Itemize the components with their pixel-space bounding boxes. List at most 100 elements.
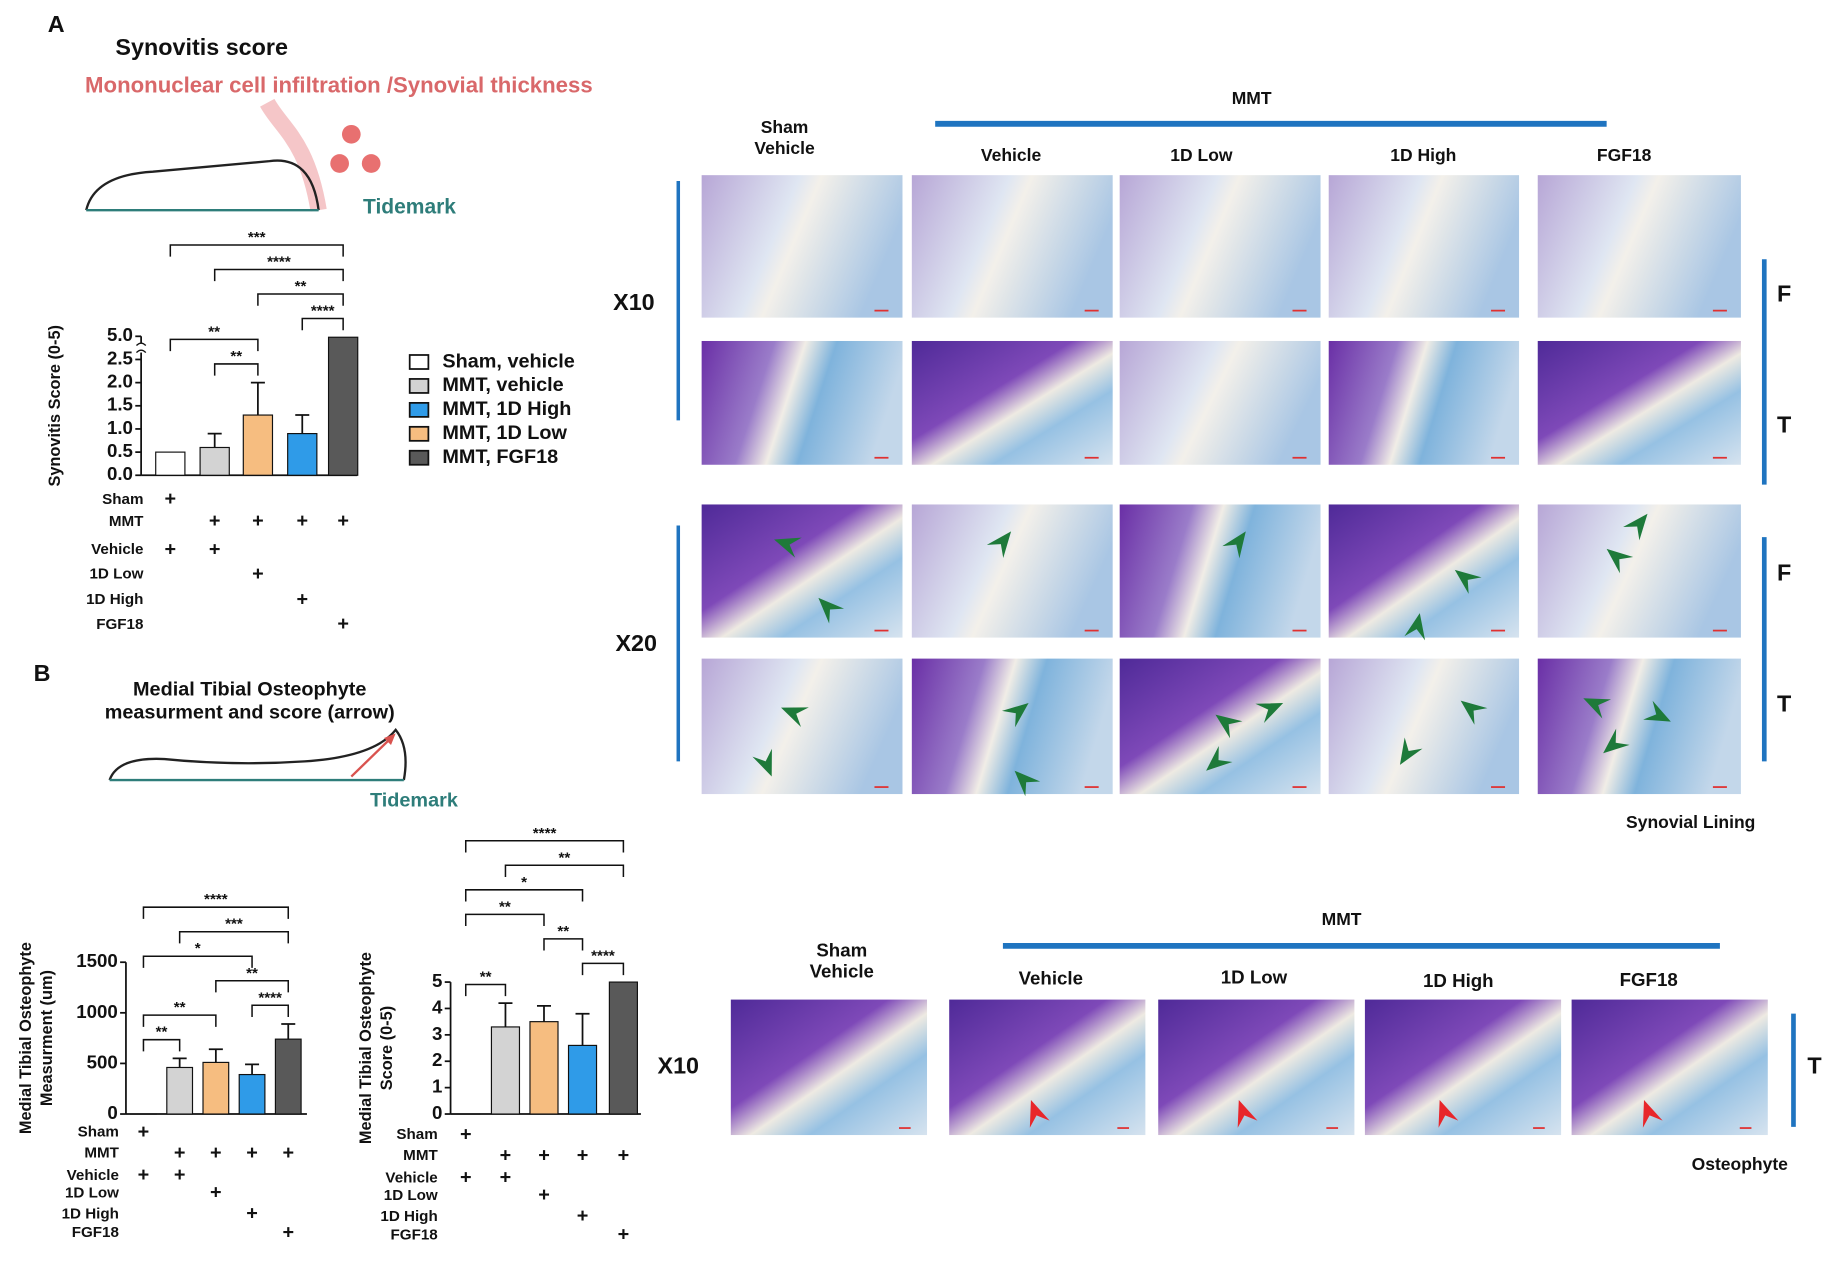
histology-image: [1364, 999, 1562, 1136]
condition-mark: +: [618, 1224, 630, 1246]
bar: [608, 981, 638, 1115]
panel-label: A: [48, 11, 65, 37]
condition-mark: +: [618, 1144, 630, 1166]
condition-label: FGF18: [96, 616, 143, 633]
significance-label: *: [195, 940, 201, 957]
condition-mark: +: [460, 1167, 472, 1189]
significance-label: ****: [267, 254, 291, 271]
column-label: Vehicle: [1019, 968, 1083, 989]
arrow-head: [1583, 698, 1612, 719]
arrow-head: [1255, 702, 1284, 724]
tidemark-label: Tidemark: [363, 195, 456, 218]
histology-image: [1537, 175, 1741, 318]
significance-label: **: [480, 969, 492, 986]
error-bar: [245, 1063, 260, 1075]
y-axis-label: Medial Tibial Osteophyte: [17, 942, 35, 1134]
panel-subtitle: Mononuclear cell infiltration /Synovial …: [85, 72, 593, 97]
error-bar: [281, 1023, 296, 1040]
bar: [274, 1038, 302, 1115]
bar: [166, 1066, 194, 1115]
axis-break: [135, 342, 147, 354]
histology-image: [701, 658, 903, 795]
significance-label: ***: [225, 916, 243, 933]
y-tick-label: 2.0: [107, 371, 133, 392]
condition-mark: +: [210, 1142, 222, 1164]
condition-label: Vehicle: [385, 1169, 437, 1186]
arrow-head: [1215, 714, 1243, 739]
histology-image: [1119, 175, 1321, 318]
arrow-head: [1606, 548, 1634, 574]
significance-bracket: [581, 962, 625, 976]
significance-label: ****: [258, 989, 282, 1006]
arrow-head: [1454, 569, 1482, 594]
bar: [490, 1026, 521, 1115]
y-tick-label: 2: [432, 1049, 442, 1070]
arrow-head: [986, 531, 1012, 558]
arrow-head: [752, 748, 772, 777]
column-label: FGF18: [1597, 145, 1652, 165]
histology-image: [1119, 340, 1321, 465]
condition-label: Sham: [102, 491, 143, 508]
histology-image: [1571, 999, 1768, 1136]
condition-mark: +: [165, 538, 177, 560]
arrow-head: [1438, 1100, 1459, 1128]
bar: [567, 1044, 598, 1115]
legend-swatch: [408, 401, 430, 418]
arrow: [350, 737, 392, 778]
significance-bracket: [169, 244, 344, 257]
significance-bracket: [464, 840, 625, 853]
column-label: 1D High: [1423, 970, 1494, 991]
histology-image: [1537, 658, 1741, 795]
column-label: Vehicle: [981, 145, 1042, 165]
caption: Osteophyte: [1692, 1154, 1789, 1174]
bar: [242, 414, 274, 476]
condition-mark: +: [337, 510, 349, 532]
y-tick-label: 1000: [76, 1001, 118, 1022]
arrow-head: [1603, 728, 1630, 754]
significance-bracket: [504, 864, 625, 877]
condition-mark: +: [500, 1144, 512, 1166]
significance-bracket: [142, 955, 253, 968]
bar: [529, 1021, 559, 1115]
y-tick-label: 5.0: [107, 324, 133, 345]
significance-label: ****: [533, 825, 557, 842]
row-label: T: [1807, 1052, 1822, 1078]
significance-bracket: [257, 293, 344, 306]
group-label: MMT: [1232, 88, 1272, 108]
condition-label: Sham: [78, 1124, 119, 1141]
significance-bracket: [464, 889, 584, 902]
histology-image: [1158, 999, 1355, 1136]
column-label: 1D Low: [1221, 967, 1288, 988]
error-bar: [575, 1012, 590, 1046]
column-label: FGF18: [1620, 969, 1678, 990]
condition-mark: +: [500, 1167, 512, 1189]
condition-mark: +: [538, 1144, 550, 1166]
y-axis-label: Score (0-5): [378, 1006, 396, 1090]
histology-image: [701, 340, 903, 465]
condition-mark: +: [246, 1142, 258, 1164]
y-tick-label: 0: [107, 1102, 117, 1123]
histology-image: [1328, 175, 1520, 318]
error-bar: [536, 1004, 551, 1022]
y-axis-label: Synovitis Score (0-5): [46, 325, 64, 487]
significance-label: **: [156, 1024, 168, 1041]
significance-label: **: [557, 923, 569, 940]
arrow-head: [774, 537, 802, 558]
legend-swatch: [408, 425, 430, 442]
significance-label: **: [230, 348, 242, 365]
condition-mark: +: [282, 1142, 294, 1164]
condition-mark: +: [138, 1121, 150, 1143]
y-tick-label: 3: [432, 1023, 442, 1044]
histology-image: [911, 175, 1113, 318]
histology-image: [701, 175, 903, 318]
significance-label: ****: [591, 947, 615, 964]
condition-label: Vehicle: [91, 541, 143, 558]
magnification-label: X20: [615, 630, 657, 656]
condition-mark: +: [246, 1203, 258, 1225]
panel-title: measurment and score (arrow): [105, 702, 395, 724]
condition-mark: +: [296, 510, 308, 532]
column-label: 1D High: [1390, 145, 1456, 165]
error-bar: [250, 381, 265, 416]
group-label: MMT: [1322, 909, 1362, 929]
